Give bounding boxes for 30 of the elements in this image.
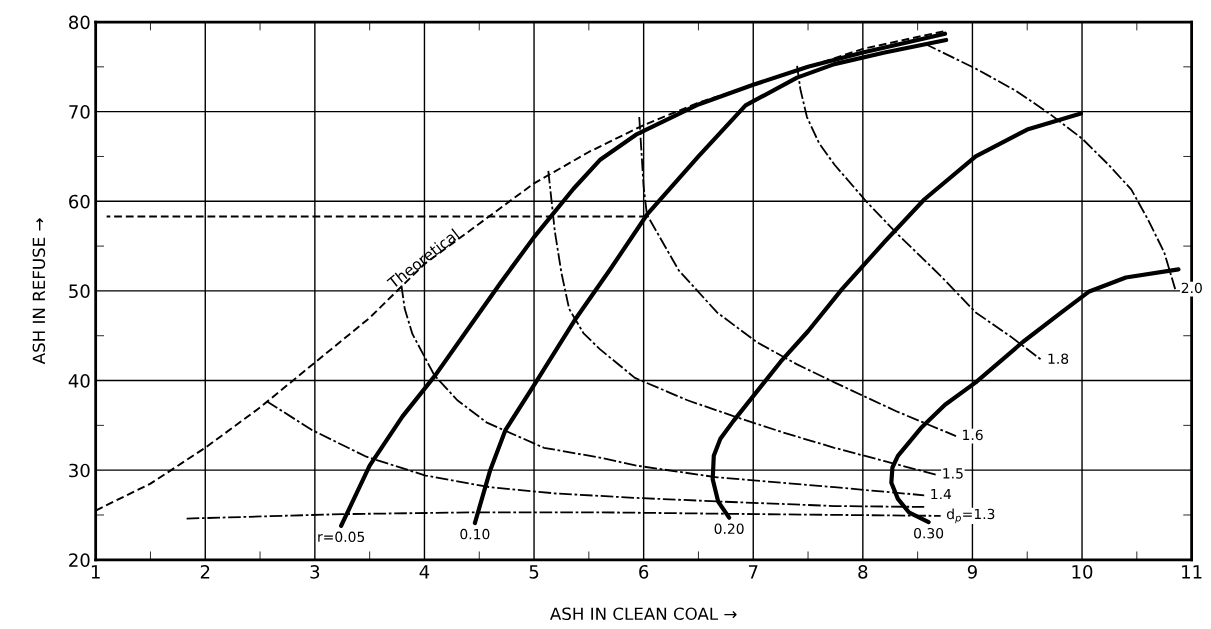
series-label: 0.20 bbox=[714, 523, 744, 534]
series-label: 1.5 bbox=[943, 468, 963, 479]
series-label: 0.30 bbox=[914, 527, 944, 539]
y-tick-label: 40 bbox=[68, 374, 90, 388]
y-tick-label: 20 bbox=[69, 553, 90, 567]
y-tick-label: 80 bbox=[69, 15, 90, 30]
x-tick-label: 1 bbox=[91, 565, 100, 579]
x-axis-title: ASH IN CLEAN COAL → bbox=[550, 607, 737, 621]
y-tick-label: 70 bbox=[69, 105, 90, 119]
x-tick-label: 6 bbox=[639, 564, 649, 579]
x-tick-label: 2 bbox=[200, 564, 210, 579]
x-tick-label: 11 bbox=[1182, 565, 1202, 579]
y-axis-title: ASH IN REFUSE → bbox=[32, 218, 46, 365]
series-label: 0.10 bbox=[460, 528, 490, 540]
y-tick-label: 60 bbox=[69, 194, 90, 209]
x-tick-label: 4 bbox=[419, 565, 430, 579]
series-label: d$_{p}$=1.3 bbox=[946, 508, 995, 524]
x-tick-label: 5 bbox=[529, 565, 539, 579]
x-tick-label: 7 bbox=[748, 565, 758, 579]
series-label: 1.6 bbox=[963, 429, 983, 441]
y-tick-label: 50 bbox=[69, 284, 90, 299]
series-label: 2.0 bbox=[1181, 282, 1202, 294]
series-label: 1.8 bbox=[1048, 353, 1069, 364]
x-tick-label: 9 bbox=[967, 564, 977, 579]
series-label: 1.4 bbox=[931, 488, 952, 500]
series-label: r=0.05 bbox=[318, 531, 365, 543]
x-tick-label: 10 bbox=[1072, 564, 1093, 579]
y-tick-label: 30 bbox=[69, 463, 90, 478]
x-tick-label: 3 bbox=[310, 564, 320, 579]
x-tick-label: 8 bbox=[858, 564, 868, 579]
